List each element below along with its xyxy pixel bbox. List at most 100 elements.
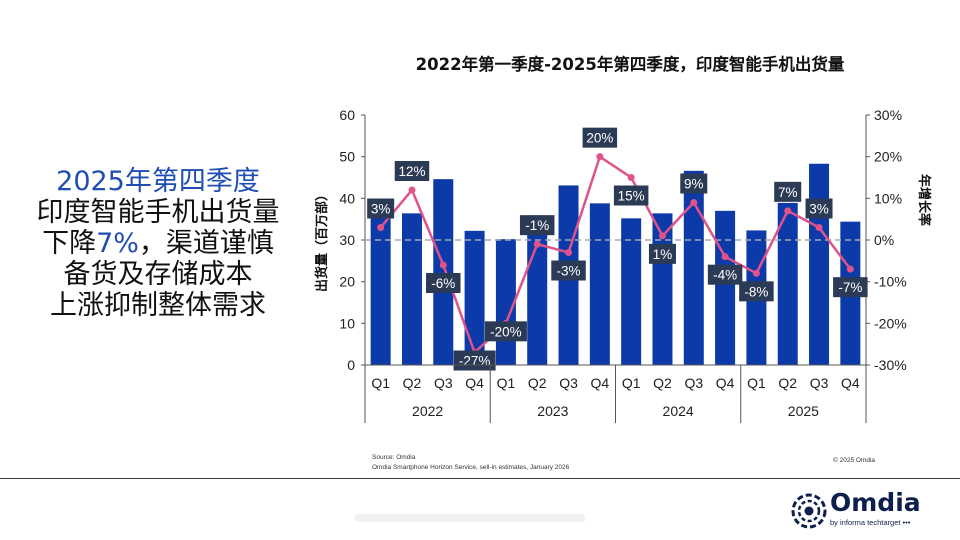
growth-label: 3% bbox=[371, 202, 391, 217]
headline-quarter: 2025年第四季度 bbox=[56, 166, 260, 197]
growth-point bbox=[752, 269, 760, 277]
x-tick-label: Q4 bbox=[591, 375, 610, 391]
growth-label-box bbox=[613, 185, 649, 206]
growth-label: 9% bbox=[684, 177, 704, 192]
y-tick-label: 60 bbox=[339, 107, 355, 123]
x-tick-label: Q3 bbox=[559, 375, 578, 391]
growth-label-box bbox=[774, 181, 802, 202]
growth-label-box bbox=[426, 273, 461, 293]
footer-copyright: © 2025 Omdia bbox=[833, 456, 875, 464]
y2-tick-label: 20% bbox=[874, 149, 902, 165]
y2-tick-label: 0% bbox=[874, 232, 894, 248]
x-tick-label: Q4 bbox=[841, 375, 860, 391]
growth-point bbox=[439, 261, 447, 269]
growth-point bbox=[627, 174, 635, 181]
omdia-tagline: by informa techtarget ••• bbox=[830, 518, 911, 527]
y-tick-label: 0 bbox=[347, 357, 355, 373]
growth-label: -7% bbox=[838, 280, 862, 295]
growth-label: -3% bbox=[557, 264, 581, 279]
shipments-chart: 2022年第一季度-2025年第四季度，印度智能手机出货量 0 10 20 30 40 5… bbox=[314, 54, 932, 471]
x-tick-label: Q1 bbox=[622, 375, 641, 391]
x-tick-label: Q1 bbox=[371, 375, 390, 391]
footer-divider bbox=[0, 478, 960, 479]
growth-point bbox=[846, 265, 854, 273]
y-tick-label: 30 bbox=[339, 232, 355, 248]
shipment-bar bbox=[433, 179, 454, 365]
x-tick-label: Q4 bbox=[716, 375, 735, 391]
growth-label-box bbox=[484, 321, 527, 342]
growth-label: -6% bbox=[431, 276, 455, 291]
y-tick-label: 50 bbox=[339, 149, 355, 165]
shipment-bar bbox=[527, 215, 548, 365]
shipment-bar bbox=[401, 213, 422, 365]
growth-label: -8% bbox=[744, 284, 768, 299]
headline-line-4: 备货及存储成本 bbox=[63, 259, 253, 290]
growth-point bbox=[596, 153, 604, 161]
headline-decline-value: 7% bbox=[96, 228, 139, 259]
shipment-bar bbox=[621, 218, 642, 365]
omdia-logo-mark-icon bbox=[791, 493, 827, 529]
x-tick-label: Q3 bbox=[684, 375, 703, 391]
shipment-bar bbox=[495, 239, 516, 365]
headline-line-2: 印度智能手机出货量 bbox=[36, 197, 280, 228]
growth-point bbox=[377, 224, 385, 231]
y-tick-label: 40 bbox=[339, 190, 355, 206]
growth-point bbox=[690, 199, 698, 206]
y2-axis-title: 年增长率 bbox=[916, 174, 932, 226]
headline-line-3: 下降7%，渠道谨慎 bbox=[18, 228, 298, 259]
year-label: 2024 bbox=[663, 403, 694, 419]
x-tick-label: Q2 bbox=[403, 375, 422, 391]
omdia-logo: Omdia by informa techtarget ••• bbox=[790, 488, 950, 532]
y-tick-label: 20 bbox=[339, 274, 355, 290]
x-tick-label: Q1 bbox=[747, 375, 766, 391]
x-tick-label: Q2 bbox=[778, 375, 797, 391]
growth-point bbox=[533, 240, 541, 248]
growth-point bbox=[408, 186, 416, 194]
growth-label: 12% bbox=[398, 164, 425, 179]
growth-label-box bbox=[582, 127, 618, 148]
growth-label: -20% bbox=[490, 324, 522, 339]
footer-source: Source: Omdia bbox=[372, 454, 416, 461]
growth-label-box bbox=[551, 260, 586, 281]
headline-prefix: 下降 bbox=[42, 228, 97, 259]
x-tick-label: Q3 bbox=[810, 375, 829, 391]
headline-line-5: 上涨抑制整体需求 bbox=[50, 290, 266, 321]
y2-tick-label: -20% bbox=[874, 315, 907, 331]
footer-note: Omdia Smartphone Horizon Service, sell-i… bbox=[372, 464, 570, 471]
x-tick-label: Q2 bbox=[528, 375, 547, 391]
year-label: 2023 bbox=[537, 403, 568, 419]
shipment-bar bbox=[464, 230, 485, 365]
shipment-bar bbox=[589, 203, 610, 365]
shipment-bar bbox=[683, 170, 704, 365]
headline-line-1: 2025年第四季度 bbox=[18, 166, 298, 197]
growth-label: -4% bbox=[713, 268, 737, 283]
growth-label: 20% bbox=[586, 131, 613, 146]
growth-point bbox=[658, 232, 666, 240]
shipment-bar bbox=[777, 202, 798, 365]
growth-point bbox=[565, 249, 573, 256]
y-axis-title: 出货量（百万部） bbox=[314, 188, 330, 292]
x-tick-label: Q4 bbox=[465, 375, 484, 391]
year-label: 2022 bbox=[412, 403, 443, 419]
headline-callout: 2025年第四季度 印度智能手机出货量 下降7%，渠道谨慎 备货及存储成本 上涨… bbox=[18, 166, 298, 321]
growth-label-box bbox=[707, 264, 743, 285]
growth-label-box bbox=[367, 198, 395, 219]
growth-label-box bbox=[394, 161, 430, 181]
growth-point bbox=[721, 253, 729, 261]
x-tick-label: Q2 bbox=[653, 375, 672, 391]
growth-label: 15% bbox=[618, 189, 645, 204]
growth-line bbox=[379, 154, 852, 355]
y-tick-label: 10 bbox=[339, 315, 355, 331]
watermark-blur bbox=[355, 514, 585, 522]
growth-label-box bbox=[519, 215, 555, 236]
shipment-bar bbox=[370, 206, 391, 365]
growth-label: 3% bbox=[809, 202, 829, 217]
chart-title: 2022年第一季度-2025年第四季度，印度智能手机出货量 bbox=[416, 54, 845, 74]
y2-tick-label: -30% bbox=[874, 357, 907, 373]
growth-label: 7% bbox=[778, 185, 798, 200]
growth-label-box bbox=[680, 173, 708, 194]
omdia-wordmark: Omdia bbox=[830, 488, 921, 517]
y2-tick-label: 30% bbox=[874, 107, 902, 123]
growth-label-box bbox=[833, 277, 868, 298]
growth-label-box bbox=[648, 243, 676, 264]
